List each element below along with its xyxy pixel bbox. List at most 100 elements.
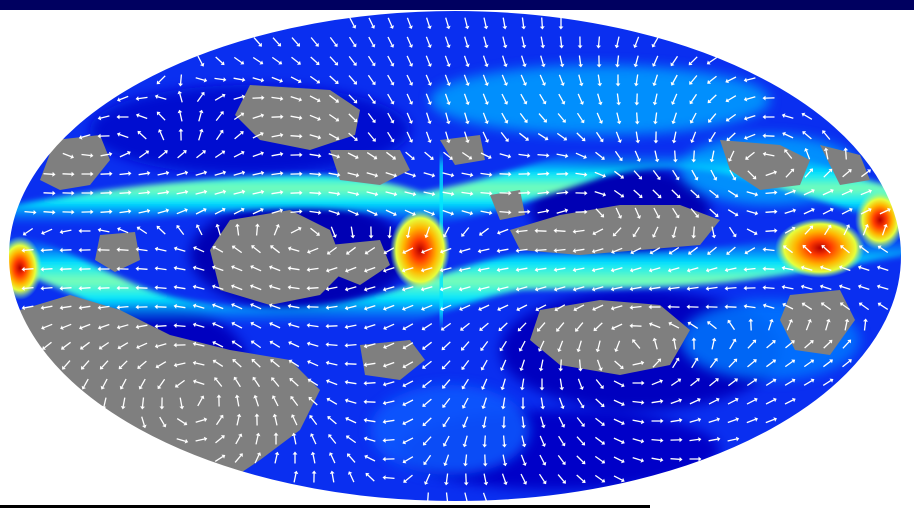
flow-arrow [689, 286, 699, 290]
flow-arrow [540, 416, 544, 426]
flow-arrow-head [470, 191, 474, 196]
flow-arrow [863, 321, 867, 331]
flow-arrow [176, 438, 186, 442]
flow-arrow [24, 305, 34, 309]
flow-arrow [482, 397, 488, 407]
flow-arrow-head [59, 305, 63, 311]
flow-arrow [197, 397, 203, 407]
flow-arrow [424, 151, 432, 159]
flow-arrow [290, 248, 300, 252]
flow-arrow [825, 150, 829, 160]
flow-arrow [101, 360, 109, 368]
flow-arrow-head [857, 284, 862, 289]
flow-arrow-head [498, 327, 503, 332]
land-west-small [95, 232, 140, 272]
flow-arrow-head [251, 245, 255, 249]
flow-arrow [252, 209, 262, 215]
flow-arrow-head [481, 405, 486, 410]
flow-arrow [482, 55, 488, 65]
flow-arrow-head [707, 99, 712, 104]
flow-arrow [24, 286, 34, 290]
flow-arrow-head [352, 43, 357, 48]
flow-arrow-head [383, 306, 387, 311]
flow-arrow-head [326, 397, 331, 402]
flow-arrow [537, 286, 547, 290]
flow-arrow [480, 172, 490, 176]
flow-arrow [502, 397, 506, 407]
flow-arrow-head [620, 193, 625, 198]
flow-arrow [614, 360, 622, 368]
flow-arrow-head [346, 250, 350, 255]
flow-arrow [347, 209, 357, 215]
flow-arrow-head [427, 120, 432, 125]
flow-arrow-head [773, 170, 778, 175]
flow-arrow [350, 226, 354, 236]
flow-arrow-head [653, 121, 658, 125]
flow-arrow-head [610, 305, 615, 311]
flow-arrow-head [578, 64, 583, 68]
flow-arrow-head [344, 324, 349, 330]
flow-arrow-head [137, 130, 142, 135]
flow-arrow [822, 285, 832, 291]
flow-arrow-head [581, 137, 586, 142]
flow-arrow-head [211, 265, 216, 270]
flow-arrow [330, 454, 336, 464]
flow-arrow [672, 93, 678, 103]
flow-arrow-head [648, 286, 652, 292]
flow-arrow-head [673, 159, 678, 163]
flow-arrow-head [671, 140, 677, 144]
flow-arrow [803, 380, 813, 386]
flow-arrow-head [576, 348, 581, 353]
flow-arrow-head [270, 359, 275, 363]
flow-arrow [822, 209, 832, 215]
flow-arrow-head [421, 249, 425, 254]
flow-arrow-head [334, 80, 339, 84]
flow-arrow [559, 36, 563, 46]
flow-arrow-head [583, 154, 587, 159]
flow-arrow [860, 285, 870, 291]
flow-arrow-head [877, 302, 882, 307]
flow-arrow-head [801, 112, 806, 117]
flow-arrow-head [441, 365, 446, 370]
flow-arrow-head [713, 358, 718, 362]
flow-arrow-head [383, 344, 387, 349]
flow-arrow [575, 286, 585, 290]
flow-arrow [540, 55, 544, 65]
flow-arrow [158, 227, 166, 235]
flow-arrow-head [250, 340, 255, 345]
flow-arrow-head [840, 245, 844, 249]
flow-arrow [179, 397, 183, 407]
flow-arrow-head [553, 248, 557, 253]
flow-arrow [328, 362, 338, 366]
flow-arrow [366, 382, 376, 384]
flow-arrow [482, 112, 488, 122]
flow-arrow-head [364, 250, 369, 255]
flow-arrow-head [743, 285, 747, 291]
flow-arrow-head [561, 100, 566, 105]
flow-arrow [483, 473, 487, 483]
flow-arrow-head [287, 266, 291, 271]
flow-arrow [236, 397, 240, 407]
flow-arrow-head [621, 401, 625, 407]
flow-arrow [577, 397, 583, 407]
flow-arrow-head [538, 367, 544, 372]
flow-arrow-head [307, 378, 312, 383]
flow-arrow [424, 360, 432, 368]
flow-arrow-head [544, 136, 549, 141]
flow-arrow [746, 305, 756, 309]
flow-arrow-head [337, 191, 341, 197]
flow-arrow-head [162, 423, 167, 428]
flow-arrow-head [446, 44, 451, 49]
flow-arrow-head [706, 60, 711, 65]
flow-arrow-head [21, 248, 25, 253]
flow-arrow [596, 359, 602, 369]
land-masses [20, 85, 870, 480]
flow-arrow-head [521, 443, 527, 448]
flow-arrow [651, 323, 661, 329]
flow-arrow-head [128, 171, 132, 176]
flow-arrow-head [231, 340, 236, 345]
flow-arrow [879, 209, 889, 215]
flow-arrow-head [147, 190, 151, 195]
flow-arrow-head [239, 131, 244, 135]
flow-arrow-head [600, 213, 605, 218]
